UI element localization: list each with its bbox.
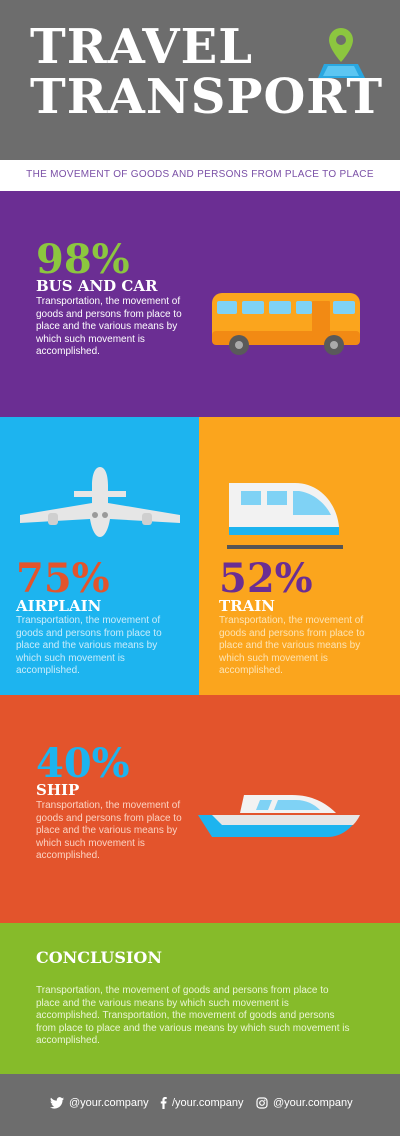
bus-icon [212, 293, 360, 355]
section-airplane: 75% AIRPLAIN Transportation, the movemen… [0, 417, 199, 695]
map-pin-icon [318, 28, 365, 78]
airplane-label: AIRPLAIN [16, 597, 102, 615]
section-train: 52% TRAIN Transportation, the movement o… [199, 417, 400, 695]
subtitle-bar: THE MOVEMENT OF GOODS AND PERSONS FROM P… [0, 160, 400, 191]
train-percent: 52% [219, 555, 313, 602]
airplane-percent: 75% [16, 555, 110, 602]
ship-icon [198, 795, 360, 837]
bus-percent: 98% [36, 236, 130, 283]
ship-percent: 40% [36, 740, 130, 787]
ship-label: SHIP [36, 781, 80, 799]
train-description: Transportation, the movement of goods an… [219, 615, 365, 676]
facebook-handle: /your.company [172, 1097, 244, 1109]
section-bus: 98% BUS AND CAR Transportation, the move… [0, 191, 400, 417]
twitter-link[interactable]: @your.company [50, 1097, 149, 1109]
airplane-description: Transportation, the movement of goods an… [16, 615, 162, 676]
bus-label: BUS AND CAR [36, 277, 158, 295]
train-label: TRAIN [219, 597, 275, 615]
bus-description: Transportation, the movement of goods an… [36, 296, 182, 357]
conclusion-text: Transportation, the movement of goods an… [36, 985, 350, 1046]
section-ship: 40% SHIP Transportation, the movement of… [0, 695, 400, 923]
page-title: TRAVEL TRANSPORT [30, 22, 383, 122]
airplane-icon [20, 467, 180, 537]
facebook-icon [160, 1097, 167, 1109]
title-line-1: TRAVEL [30, 19, 253, 75]
header: TRAVEL TRANSPORT [0, 0, 400, 160]
section-conclusion: CONCLUSION Transportation, the movement … [0, 923, 400, 1074]
ship-description: Transportation, the movement of goods an… [36, 800, 182, 861]
instagram-icon [256, 1097, 268, 1109]
subtitle: THE MOVEMENT OF GOODS AND PERSONS FROM P… [26, 169, 374, 180]
twitter-handle: @your.company [69, 1097, 149, 1109]
twitter-icon [50, 1097, 64, 1109]
title-line-2: TRANSPORT [30, 69, 384, 125]
instagram-handle: @your.company [273, 1097, 353, 1109]
train-icon [227, 483, 343, 549]
instagram-link[interactable]: @your.company [256, 1097, 353, 1109]
footer: @your.company /your.company @your.compan… [0, 1074, 400, 1136]
facebook-link[interactable]: /your.company [160, 1097, 244, 1109]
conclusion-title: CONCLUSION [36, 948, 162, 967]
